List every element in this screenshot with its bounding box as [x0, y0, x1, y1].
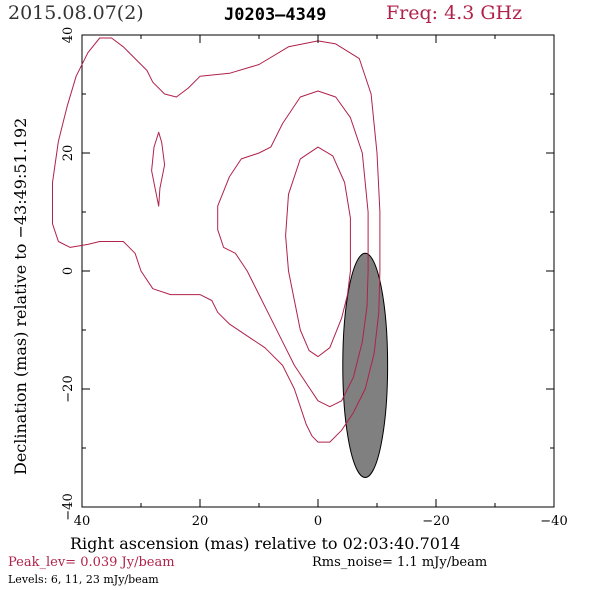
beam-layer [342, 252, 389, 478]
x-tick-label: 40 [74, 514, 91, 529]
rms-noise: Rms_noise= 1.1 mJy/beam [312, 555, 488, 570]
contour-line-3 [285, 146, 351, 358]
y-tick-label: 20 [61, 145, 76, 162]
y-tick-label: 40 [61, 27, 76, 44]
frequency-label: Freq: 4.3 GHz [386, 2, 523, 24]
y-axis-label: Declination (mas) relative to −43:49:51.… [11, 117, 30, 475]
contour-layer [52, 37, 381, 443]
x-tick-label: 0 [314, 514, 322, 529]
x-axis-label: Right ascension (mas) relative to 02:03:… [70, 534, 461, 553]
contour-levels: Levels: 6, 11, 23 mJy/beam [8, 573, 159, 586]
contour-line-2 [151, 131, 166, 207]
peak-level: Peak_lev= 0.039 Jy/beam [8, 555, 175, 570]
contour-line-1 [217, 90, 369, 408]
beam-ellipse [342, 252, 389, 478]
contour-line-0 [52, 37, 381, 443]
source-name: J0203–4349 [224, 5, 327, 25]
plot-frame [81, 34, 555, 508]
x-tick-label: 20 [192, 514, 209, 529]
x-tick-label: −40 [540, 514, 567, 529]
y-tick-label: −20 [61, 375, 76, 402]
observation-date: 2015.08.07(2) [8, 2, 144, 24]
y-tick-label: −40 [61, 493, 76, 520]
x-tick-label: −20 [422, 514, 449, 529]
y-tick-label: 0 [61, 267, 76, 275]
